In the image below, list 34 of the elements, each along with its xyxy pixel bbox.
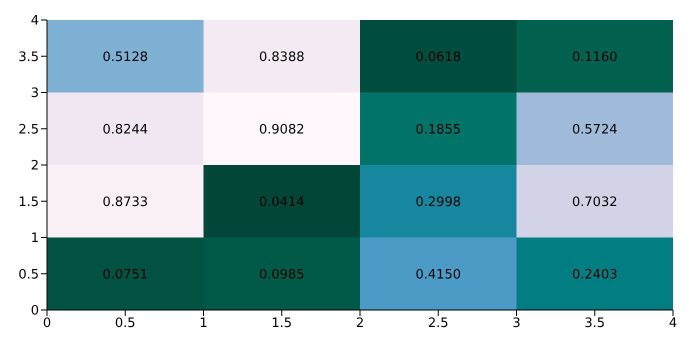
y-tick-label: 3.5	[18, 50, 39, 65]
data-label: 0.5724	[572, 122, 618, 138]
x-tick-label: 1	[199, 316, 208, 332]
x-tick-label: 4	[668, 316, 678, 332]
x-tick-label: 1.5	[271, 316, 292, 332]
data-label: 0.2403	[572, 267, 618, 282]
data-label: 0.8733	[102, 194, 148, 210]
y-tick-label: 3	[30, 86, 39, 102]
data-label: 0.8388	[259, 50, 304, 65]
y-tick-label: 1	[30, 231, 39, 246]
data-label: 0.2998	[416, 194, 461, 210]
x-tick-label: 3.5	[584, 316, 606, 332]
data-label: 0.0414	[259, 194, 304, 210]
data-label: 0.1160	[572, 50, 618, 65]
data-label: 0.7032	[572, 194, 618, 210]
y-tick-label: 4	[30, 14, 39, 29]
data-label: 0.8244	[102, 122, 148, 138]
data-label: 0.9082	[259, 122, 304, 138]
x-tick-label: 3	[512, 316, 521, 332]
x-tick-label: 0	[42, 316, 52, 332]
data-label: 0.0751	[102, 267, 148, 282]
data-label: 0.0618	[416, 50, 461, 65]
x-tick-label: 0.5	[114, 316, 136, 332]
x-tick-label: 2	[356, 316, 364, 332]
y-tick-label: 1.5	[18, 194, 39, 210]
y-tick-label: 0.5	[18, 267, 39, 282]
data-label: 0.4150	[416, 267, 461, 282]
x-tick-label: 2.5	[428, 316, 449, 332]
y-tick-label: 2.5	[18, 122, 39, 138]
data-label: 0.1855	[416, 122, 461, 138]
y-tick-label: 0	[30, 304, 39, 319]
y-tick-label: 2	[30, 158, 39, 174]
data-label: 0.5128	[102, 50, 148, 65]
data-label: 0.0985	[259, 267, 304, 282]
